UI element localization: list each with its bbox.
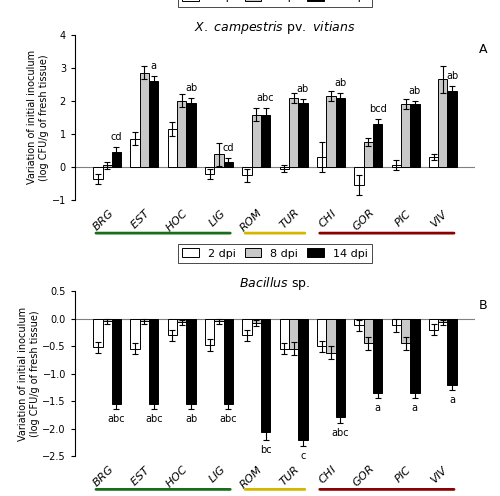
Bar (317, 318, 326, 346)
Bar (438, 318, 448, 322)
Bar (205, 167, 214, 174)
Text: a: a (449, 395, 455, 405)
Text: bc: bc (260, 445, 272, 455)
Bar (93, 167, 102, 179)
Bar (205, 318, 214, 345)
Bar (336, 98, 345, 167)
Text: cd: cd (222, 143, 234, 153)
Bar (177, 101, 186, 167)
Text: abc: abc (108, 415, 126, 425)
Bar (298, 103, 308, 167)
Bar (252, 115, 261, 167)
Bar (373, 124, 382, 167)
Bar (354, 167, 364, 185)
Bar (140, 318, 149, 321)
Bar (429, 318, 438, 329)
Bar (280, 318, 289, 349)
Bar (214, 154, 224, 167)
Text: ab: ab (297, 84, 309, 94)
Bar (168, 318, 177, 335)
Bar (186, 103, 196, 167)
Bar (448, 91, 457, 167)
Bar (438, 79, 448, 167)
Bar (130, 318, 140, 349)
Text: ab: ab (334, 78, 346, 88)
Bar (280, 167, 289, 169)
Text: abc: abc (145, 415, 162, 425)
Bar (392, 318, 401, 325)
Bar (214, 318, 224, 321)
Bar (130, 139, 140, 167)
Text: a: a (151, 61, 157, 71)
Text: B: B (479, 299, 488, 312)
Title: $\it{Bacillus}$$\mathrm{\ sp.}$: $\it{Bacillus}$$\mathrm{\ sp.}$ (240, 275, 310, 292)
Text: ab: ab (185, 83, 197, 93)
Bar (289, 318, 298, 349)
Bar (298, 318, 308, 440)
Bar (429, 157, 438, 167)
Text: abc: abc (332, 428, 349, 438)
Bar (410, 318, 420, 393)
Bar (112, 318, 121, 404)
Bar (149, 81, 158, 167)
Bar (177, 318, 186, 322)
Title: $\it{X.\ campestris}$$\mathrm{\ pv.\ }$$\it{vitians}$: $\it{X.\ campestris}$$\mathrm{\ pv.\ }$$… (194, 18, 356, 36)
Text: a: a (374, 403, 380, 413)
Bar (364, 318, 373, 343)
Bar (140, 73, 149, 167)
Bar (392, 165, 401, 167)
Bar (401, 318, 410, 343)
Bar (186, 318, 196, 404)
Bar (224, 318, 233, 404)
Text: A: A (479, 43, 488, 56)
Text: ab: ab (408, 86, 421, 96)
Bar (364, 142, 373, 167)
Bar (448, 318, 457, 385)
Text: bcd: bcd (368, 104, 386, 114)
Bar (336, 318, 345, 417)
Text: abc: abc (257, 93, 274, 103)
Bar (242, 167, 252, 175)
Bar (102, 165, 112, 167)
Bar (252, 318, 261, 323)
Bar (410, 104, 420, 167)
Bar (149, 318, 158, 404)
Bar (401, 104, 410, 167)
Bar (354, 318, 364, 325)
Bar (102, 318, 112, 321)
Text: a: a (412, 403, 418, 413)
Bar (289, 98, 298, 167)
Legend: 2 dpi, 8 dpi, 14 dpi: 2 dpi, 8 dpi, 14 dpi (178, 0, 372, 7)
Bar (224, 162, 233, 167)
Bar (112, 152, 121, 167)
Y-axis label: Variation of initial inoculum
(log CFU/g of fresh tissue): Variation of initial inoculum (log CFU/g… (28, 50, 49, 185)
Text: cd: cd (110, 132, 122, 142)
Text: c: c (300, 451, 306, 461)
Bar (93, 318, 102, 347)
Bar (373, 318, 382, 393)
Bar (242, 318, 252, 335)
Text: abc: abc (220, 415, 237, 425)
Bar (326, 318, 336, 353)
Legend: 2 dpi, 8 dpi, 14 dpi: 2 dpi, 8 dpi, 14 dpi (178, 244, 372, 263)
Bar (168, 129, 177, 167)
Text: ab: ab (446, 71, 458, 81)
Bar (261, 318, 270, 432)
Y-axis label: Variation of initial inoculum
(log CFU/g of fresh tissue): Variation of initial inoculum (log CFU/g… (18, 307, 40, 441)
Bar (261, 115, 270, 167)
Text: ab: ab (185, 415, 197, 425)
Bar (326, 96, 336, 167)
Bar (317, 157, 326, 167)
